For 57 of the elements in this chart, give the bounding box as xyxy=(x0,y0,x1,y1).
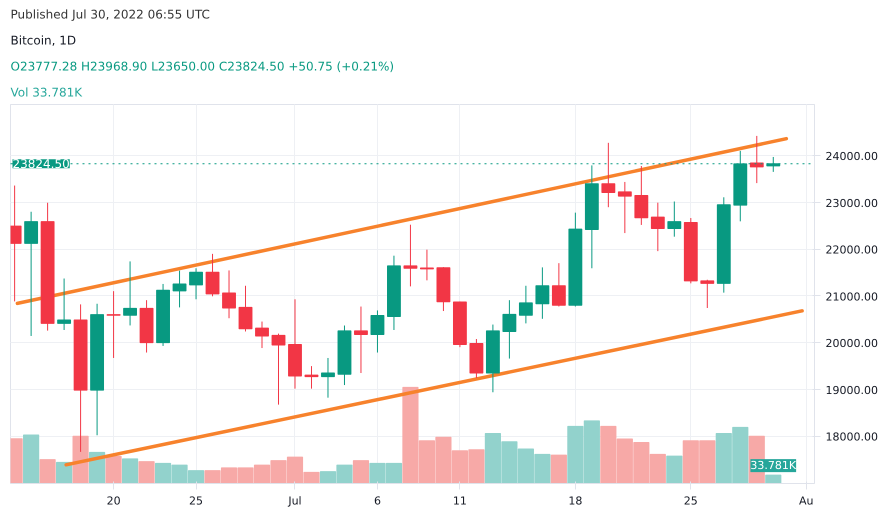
candlestick xyxy=(518,285,533,324)
candlestick xyxy=(354,306,368,374)
candlestick xyxy=(206,253,220,297)
candlestick xyxy=(650,202,665,252)
y-tick-label: 22000.00 xyxy=(826,244,878,257)
candlestick xyxy=(222,270,236,319)
y-tick-label: 21000.00 xyxy=(826,290,878,304)
y-tick-label: 23000.00 xyxy=(826,196,878,210)
candlestick xyxy=(123,260,137,326)
candlestick xyxy=(238,285,252,332)
x-tick-label: 18 xyxy=(568,494,582,508)
ref-line-label: 23824.50 xyxy=(12,157,70,172)
x-tick-label: Jul xyxy=(287,494,302,508)
candlestick xyxy=(304,366,318,390)
candlestick xyxy=(618,181,632,234)
bar xyxy=(23,434,40,484)
bar xyxy=(765,474,782,484)
bar xyxy=(666,456,682,484)
candlestick xyxy=(535,266,550,320)
candlestick xyxy=(601,142,616,208)
candlestick xyxy=(106,290,121,358)
bar xyxy=(352,460,370,484)
candlestick xyxy=(24,211,38,336)
x-tick-label: 25 xyxy=(684,494,698,508)
candlestick xyxy=(634,165,648,226)
candlestick xyxy=(700,279,714,308)
bar xyxy=(105,456,122,484)
bar xyxy=(40,459,56,484)
chart-subtitle: O23777.28 H23968.90 L23650.00 C23824.50 +50.75 (+0.21%) xyxy=(10,60,394,74)
chart-title: Bitcoin, 1D xyxy=(10,34,76,48)
x-tick-label: 11 xyxy=(452,494,467,508)
candlestick xyxy=(420,249,434,281)
candlestick xyxy=(667,200,682,238)
candlestick xyxy=(370,310,384,354)
y-tick-label: 18000.00 xyxy=(826,430,878,444)
candlestick xyxy=(57,278,72,330)
x-tick-label: 25 xyxy=(189,494,204,508)
y-tick-label: 19000.00 xyxy=(826,384,878,397)
x-tick-label: Au xyxy=(799,494,814,508)
x-tick-label: 20 xyxy=(106,494,121,508)
candlestick xyxy=(272,333,286,406)
bar xyxy=(138,461,155,484)
candlestick xyxy=(502,300,516,360)
candlestick xyxy=(255,321,269,349)
y-tick-label: 24000.00 xyxy=(826,150,878,163)
bar xyxy=(550,454,567,484)
candlestick xyxy=(552,262,566,307)
x-tick-label: 6 xyxy=(374,494,381,508)
candlestick xyxy=(404,224,418,287)
candlestick xyxy=(189,268,203,300)
candlestick xyxy=(321,357,335,398)
y-tick-label: 20000.00 xyxy=(826,337,878,350)
text: Published Jul 30, 2022 06:55 UTC xyxy=(10,8,210,22)
text: Vol 33.781K xyxy=(10,86,84,100)
candlestick xyxy=(750,135,764,184)
bar xyxy=(122,458,138,484)
candlestick xyxy=(172,270,186,308)
